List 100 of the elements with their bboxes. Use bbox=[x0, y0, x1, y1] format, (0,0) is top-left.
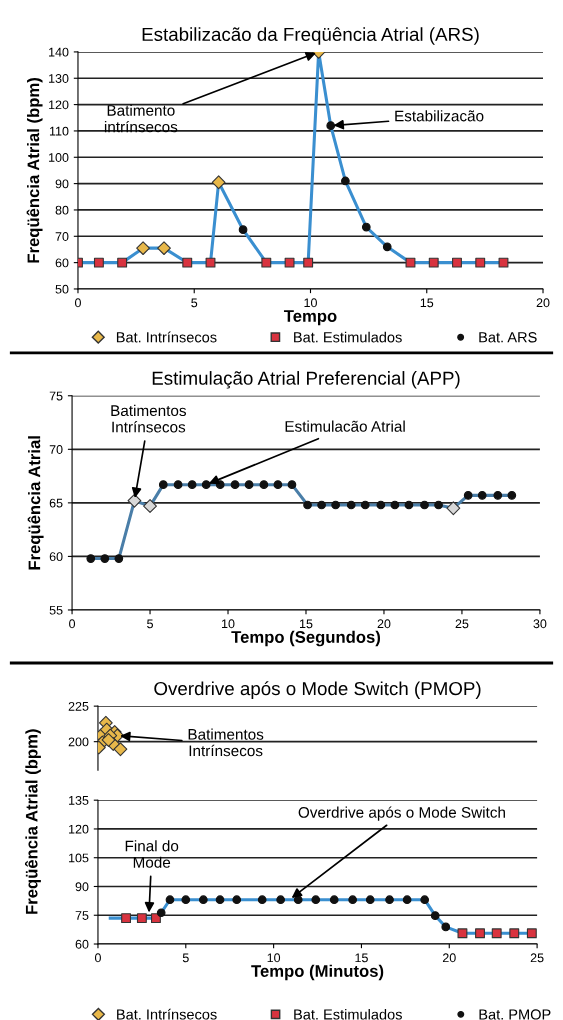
annotation: Overdrive após o Mode Switch bbox=[298, 806, 505, 821]
point bbox=[244, 480, 254, 490]
x-tick-label: 15 bbox=[299, 619, 313, 629]
annotation: Batimentos Intrínsecos bbox=[188, 728, 264, 757]
point bbox=[284, 257, 295, 268]
y-tick-label: 90 bbox=[75, 882, 89, 892]
x-axis-title: Tempo bbox=[283, 310, 337, 326]
y-tick-label: 110 bbox=[49, 126, 69, 136]
point bbox=[173, 480, 183, 490]
point bbox=[101, 733, 116, 747]
y-tick-label: 60 bbox=[49, 552, 63, 562]
chart-title: Estimulação Atrial Preferencial (APP) bbox=[152, 371, 460, 389]
x-tick-label: 25 bbox=[455, 619, 469, 629]
point bbox=[382, 242, 392, 252]
y-tick-label: 75 bbox=[49, 391, 63, 401]
x-tick-label: 5 bbox=[182, 953, 189, 963]
x-tick-label: 30 bbox=[533, 619, 547, 629]
point bbox=[402, 895, 412, 905]
point bbox=[100, 554, 110, 563]
point bbox=[143, 499, 157, 513]
point bbox=[491, 928, 502, 939]
x-tick-label: 5 bbox=[147, 619, 153, 629]
x-tick-label: 20 bbox=[536, 298, 550, 308]
y-tick-label: 50 bbox=[55, 284, 69, 294]
point bbox=[181, 895, 191, 905]
y-tick-label: 60 bbox=[55, 258, 69, 268]
y-tick-label: 70 bbox=[49, 445, 63, 454]
x-axis-title: Tempo (Segundos) bbox=[231, 630, 381, 647]
point bbox=[420, 500, 429, 510]
point bbox=[187, 480, 197, 490]
point bbox=[477, 491, 487, 500]
point bbox=[376, 500, 386, 510]
x-tick-label: 20 bbox=[442, 953, 456, 963]
y-axis-title: Freqüência Atrial bbox=[27, 436, 44, 570]
x-tick-label: 25 bbox=[530, 953, 544, 963]
y-tick-label: 65 bbox=[49, 498, 63, 508]
y-tick-label: 100 bbox=[49, 153, 69, 162]
x-tick-label: 0 bbox=[74, 298, 81, 308]
y-axis-title: Freqüência Atrial (bpm) bbox=[26, 78, 43, 263]
legend-label: Bat. Estimulados bbox=[294, 1008, 402, 1020]
chart-title: Overdrive após o Mode Switch (PMOP) bbox=[154, 681, 481, 699]
point bbox=[441, 922, 451, 932]
y-tick-label: 120 bbox=[49, 100, 69, 110]
x-tick-label: 10 bbox=[222, 619, 235, 629]
y-tick-label: 225 bbox=[68, 701, 89, 711]
y-tick-label: 90 bbox=[55, 179, 69, 189]
point bbox=[507, 491, 517, 500]
point bbox=[198, 895, 208, 905]
x-axis-title: Tempo (Minutos) bbox=[251, 964, 384, 981]
legend-label: Bat. ARS bbox=[479, 332, 537, 343]
legend-label: Bat. Intrínsecos bbox=[116, 331, 217, 343]
point bbox=[390, 500, 400, 510]
point bbox=[317, 500, 326, 510]
point bbox=[430, 911, 440, 920]
y-axis-title: Freqüência Atrial (bpm) bbox=[24, 729, 41, 914]
point bbox=[117, 257, 128, 268]
point bbox=[232, 895, 242, 905]
point bbox=[257, 895, 267, 905]
point bbox=[158, 480, 168, 490]
point bbox=[526, 928, 537, 939]
point bbox=[114, 554, 124, 563]
x-tick-label: 0 bbox=[94, 953, 101, 963]
y-tick-label: 60 bbox=[75, 939, 89, 949]
point bbox=[404, 500, 414, 510]
y-tick-label: 140 bbox=[49, 47, 69, 57]
legend-label: Bat. PMOP bbox=[479, 1009, 551, 1020]
x-tick-label: 10 bbox=[304, 298, 317, 308]
point bbox=[205, 257, 216, 268]
point bbox=[428, 257, 439, 268]
point bbox=[420, 895, 430, 905]
annotation: Batimento intrínsecos bbox=[104, 104, 178, 133]
y-tick-label: 120 bbox=[69, 824, 89, 834]
point bbox=[261, 257, 272, 268]
point bbox=[157, 241, 171, 256]
point bbox=[326, 121, 336, 131]
point bbox=[215, 895, 225, 905]
point bbox=[475, 928, 485, 939]
point bbox=[463, 491, 473, 500]
point bbox=[475, 257, 486, 268]
point bbox=[93, 257, 104, 268]
point bbox=[385, 895, 394, 905]
point bbox=[273, 480, 283, 490]
point bbox=[150, 913, 161, 924]
point bbox=[311, 895, 321, 905]
point bbox=[165, 895, 175, 905]
x-tick-label: 15 bbox=[355, 953, 368, 963]
x-tick-label: 15 bbox=[420, 298, 434, 308]
legend-label: Bat. Estimulados bbox=[294, 331, 402, 343]
point bbox=[341, 176, 350, 186]
annotation: Final do Mode bbox=[125, 840, 179, 868]
x-tick-label: 20 bbox=[377, 619, 391, 629]
point bbox=[348, 895, 358, 905]
y-tick-label: 55 bbox=[49, 605, 63, 615]
point bbox=[405, 257, 416, 268]
point bbox=[238, 225, 248, 235]
x-tick-label: 10 bbox=[267, 953, 281, 963]
point bbox=[276, 895, 286, 905]
point bbox=[452, 257, 462, 268]
point bbox=[121, 913, 132, 924]
point bbox=[136, 241, 151, 256]
